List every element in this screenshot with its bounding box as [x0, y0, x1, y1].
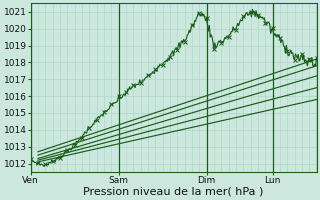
- X-axis label: Pression niveau de la mer( hPa ): Pression niveau de la mer( hPa ): [84, 187, 264, 197]
